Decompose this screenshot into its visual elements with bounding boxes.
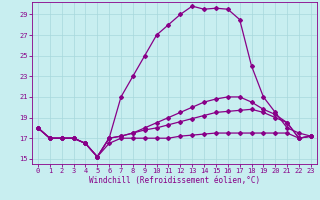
X-axis label: Windchill (Refroidissement éolien,°C): Windchill (Refroidissement éolien,°C) [89, 176, 260, 185]
